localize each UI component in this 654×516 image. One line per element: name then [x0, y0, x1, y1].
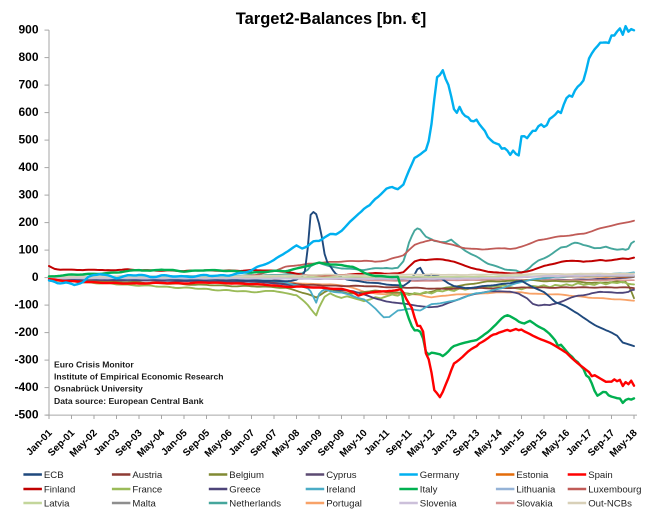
- svg-text:Target2-Balances [bn. €]: Target2-Balances [bn. €]: [236, 10, 426, 28]
- svg-text:Data source: European Central: Data source: European Central Bank: [54, 396, 204, 406]
- svg-text:Estonia: Estonia: [516, 470, 549, 481]
- svg-text:-500: -500: [14, 408, 38, 422]
- svg-text:Institute of Empirical Economi: Institute of Empirical Economic Research: [54, 372, 224, 382]
- svg-text:700: 700: [18, 78, 38, 92]
- svg-text:Netherlands: Netherlands: [229, 498, 281, 509]
- svg-text:100: 100: [18, 243, 38, 257]
- svg-text:Italy: Italy: [420, 484, 438, 495]
- svg-text:-300: -300: [14, 353, 38, 367]
- svg-text:Luxembourg: Luxembourg: [588, 484, 641, 495]
- svg-text:Lithuania: Lithuania: [516, 484, 556, 495]
- svg-text:800: 800: [18, 50, 38, 64]
- svg-text:Belgium: Belgium: [229, 470, 264, 481]
- svg-text:Out-NCBs: Out-NCBs: [588, 498, 632, 509]
- svg-text:Portugal: Portugal: [326, 498, 362, 509]
- svg-text:France: France: [132, 484, 162, 495]
- svg-text:0: 0: [32, 270, 39, 284]
- svg-text:Finland: Finland: [44, 484, 75, 495]
- svg-text:200: 200: [18, 215, 38, 229]
- svg-text:ECB: ECB: [44, 470, 64, 481]
- svg-text:600: 600: [18, 105, 38, 119]
- svg-text:900: 900: [18, 23, 38, 37]
- svg-text:Germany: Germany: [420, 470, 460, 481]
- svg-text:Malta: Malta: [132, 498, 156, 509]
- svg-text:Greece: Greece: [229, 484, 260, 495]
- svg-text:400: 400: [18, 160, 38, 174]
- svg-text:-400: -400: [14, 380, 38, 394]
- svg-text:Slovenia: Slovenia: [420, 498, 457, 509]
- svg-text:-200: -200: [14, 325, 38, 339]
- svg-text:Slovakia: Slovakia: [516, 498, 553, 509]
- svg-text:300: 300: [18, 188, 38, 202]
- svg-text:-100: -100: [14, 298, 38, 312]
- svg-text:Spain: Spain: [588, 470, 613, 481]
- svg-text:Euro Crisis Monitor: Euro Crisis Monitor: [54, 360, 134, 370]
- svg-text:Austria: Austria: [132, 470, 163, 481]
- svg-text:Ireland: Ireland: [326, 484, 355, 495]
- svg-text:Osnabrück University: Osnabrück University: [54, 384, 143, 394]
- svg-text:500: 500: [18, 133, 38, 147]
- svg-text:Latvia: Latvia: [44, 498, 70, 509]
- svg-text:Cyprus: Cyprus: [326, 470, 357, 481]
